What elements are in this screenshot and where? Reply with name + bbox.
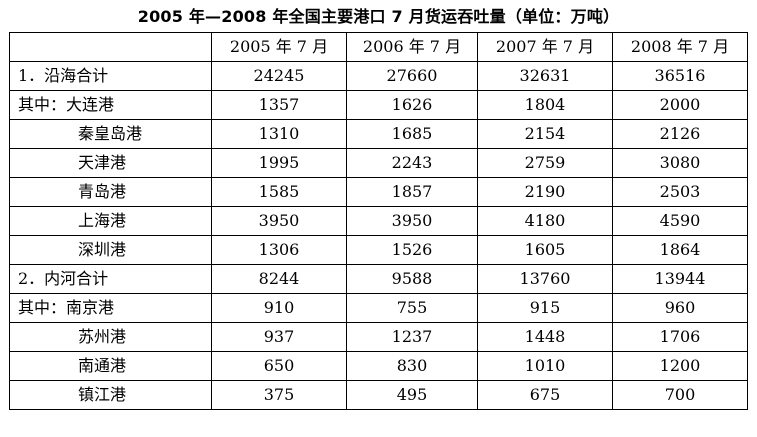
row-label-cell: 天津港 [9,148,212,178]
row-label: 南通港 [78,356,127,375]
row-label: 青岛港 [78,182,127,201]
value-cell: 1995 [211,148,347,178]
value-cell: 1857 [346,177,478,207]
value-cell: 3950 [211,206,347,236]
value-cell: 1685 [346,119,478,149]
row-prefix: 其中： [18,95,67,114]
value-cell: 4180 [477,206,613,236]
table-row: 苏州港 937 1237 1448 1706 [9,322,748,352]
table-row: 其中：大连港 1357 1626 1804 2000 [9,90,748,120]
table-row: 上海港 3950 3950 4180 4590 [9,206,748,236]
value-cell: 2126 [612,119,748,149]
table-row: 秦皇岛港 1310 1685 2154 2126 [9,119,748,149]
value-cell: 937 [211,322,347,352]
row-label: 苏州港 [78,327,127,346]
row-label-cell: 秦皇岛港 [9,119,212,149]
value-cell: 1804 [477,90,613,120]
value-cell: 2759 [477,148,613,178]
value-cell: 13944 [612,264,748,294]
value-cell: 1448 [477,322,613,352]
row-label-cell: 其中：大连港 [9,90,212,120]
table-title: 2005 年—2008 年全国主要港口 7 月货运吞吐量（单位：万吨） [137,7,620,26]
table-row: 深圳港 1306 1526 1605 1864 [9,235,748,265]
value-cell: 4590 [612,206,748,236]
value-cell: 24245 [211,61,347,91]
value-cell: 375 [211,380,347,410]
table-row: 青岛港 1585 1857 2190 2503 [9,177,748,207]
value-cell: 2190 [477,177,613,207]
table-row: 镇江港 375 495 675 700 [9,380,748,410]
table-row: 其中：南京港 910 755 915 960 [9,293,748,323]
row-label: 2．内河合计 [18,269,109,288]
port-throughput-table: 2005 年 7 月 2006 年 7 月 2007 年 7 月 2008 年 … [9,32,748,410]
value-cell: 700 [612,380,748,410]
row-label-cell: 南通港 [9,351,212,381]
value-cell: 1626 [346,90,478,120]
row-label: 秦皇岛港 [78,124,143,143]
row-label-cell: 1．沿海合计 [9,61,212,91]
table-body: 1．沿海合计 24245 27660 32631 36516 其中：大连港 1357 1626… [9,61,748,410]
value-cell: 27660 [346,61,478,91]
value-cell: 8244 [211,264,347,294]
value-cell: 755 [346,293,478,323]
value-cell: 1310 [211,119,347,149]
value-cell: 2154 [477,119,613,149]
value-cell: 3080 [612,148,748,178]
table-row: 天津港 1995 2243 2759 3080 [9,148,748,178]
value-cell: 2243 [346,148,478,178]
value-cell: 1585 [211,177,347,207]
row-label-cell: 深圳港 [9,235,212,265]
value-cell: 1357 [211,90,347,120]
row-prefix: 其中： [18,298,67,317]
value-cell: 650 [211,351,347,381]
value-cell: 1706 [612,322,748,352]
value-cell: 13760 [477,264,613,294]
row-label-cell: 青岛港 [9,177,212,207]
row-label: 上海港 [78,211,127,230]
value-cell: 910 [211,293,347,323]
row-label: 天津港 [78,153,127,172]
row-label: 南京港 [66,298,115,317]
value-cell: 36516 [612,61,748,91]
header-cell-2006: 2006 年 7 月 [346,32,478,62]
value-cell: 1237 [346,322,478,352]
value-cell: 1200 [612,351,748,381]
value-cell: 1010 [477,351,613,381]
row-label-cell: 镇江港 [9,380,212,410]
value-cell: 3950 [346,206,478,236]
header-row: 2005 年 7 月 2006 年 7 月 2007 年 7 月 2008 年 … [9,32,748,62]
table-row: 2．内河合计 8244 9588 13760 13944 [9,264,748,294]
table-row: 南通港 650 830 1010 1200 [9,351,748,381]
value-cell: 2000 [612,90,748,120]
value-cell: 830 [346,351,478,381]
row-label: 深圳港 [78,240,127,259]
value-cell: 2503 [612,177,748,207]
header-cell-2005: 2005 年 7 月 [211,32,347,62]
value-cell: 675 [477,380,613,410]
value-cell: 915 [477,293,613,323]
header-cell-blank [9,32,212,62]
value-cell: 1526 [346,235,478,265]
row-label-cell: 苏州港 [9,322,212,352]
value-cell: 495 [346,380,478,410]
value-cell: 32631 [477,61,613,91]
value-cell: 1864 [612,235,748,265]
value-cell: 1306 [211,235,347,265]
value-cell: 9588 [346,264,478,294]
value-cell: 1605 [477,235,613,265]
row-label-cell: 其中：南京港 [9,293,212,323]
header-cell-2007: 2007 年 7 月 [477,32,613,62]
value-cell: 960 [612,293,748,323]
row-label-cell: 2．内河合计 [9,264,212,294]
table-row: 1．沿海合计 24245 27660 32631 36516 [9,61,748,91]
row-label: 镇江港 [78,385,127,404]
row-label: 大连港 [66,95,115,114]
row-label-cell: 上海港 [9,206,212,236]
header-cell-2008: 2008 年 7 月 [612,32,748,62]
row-label: 1．沿海合计 [18,66,109,85]
